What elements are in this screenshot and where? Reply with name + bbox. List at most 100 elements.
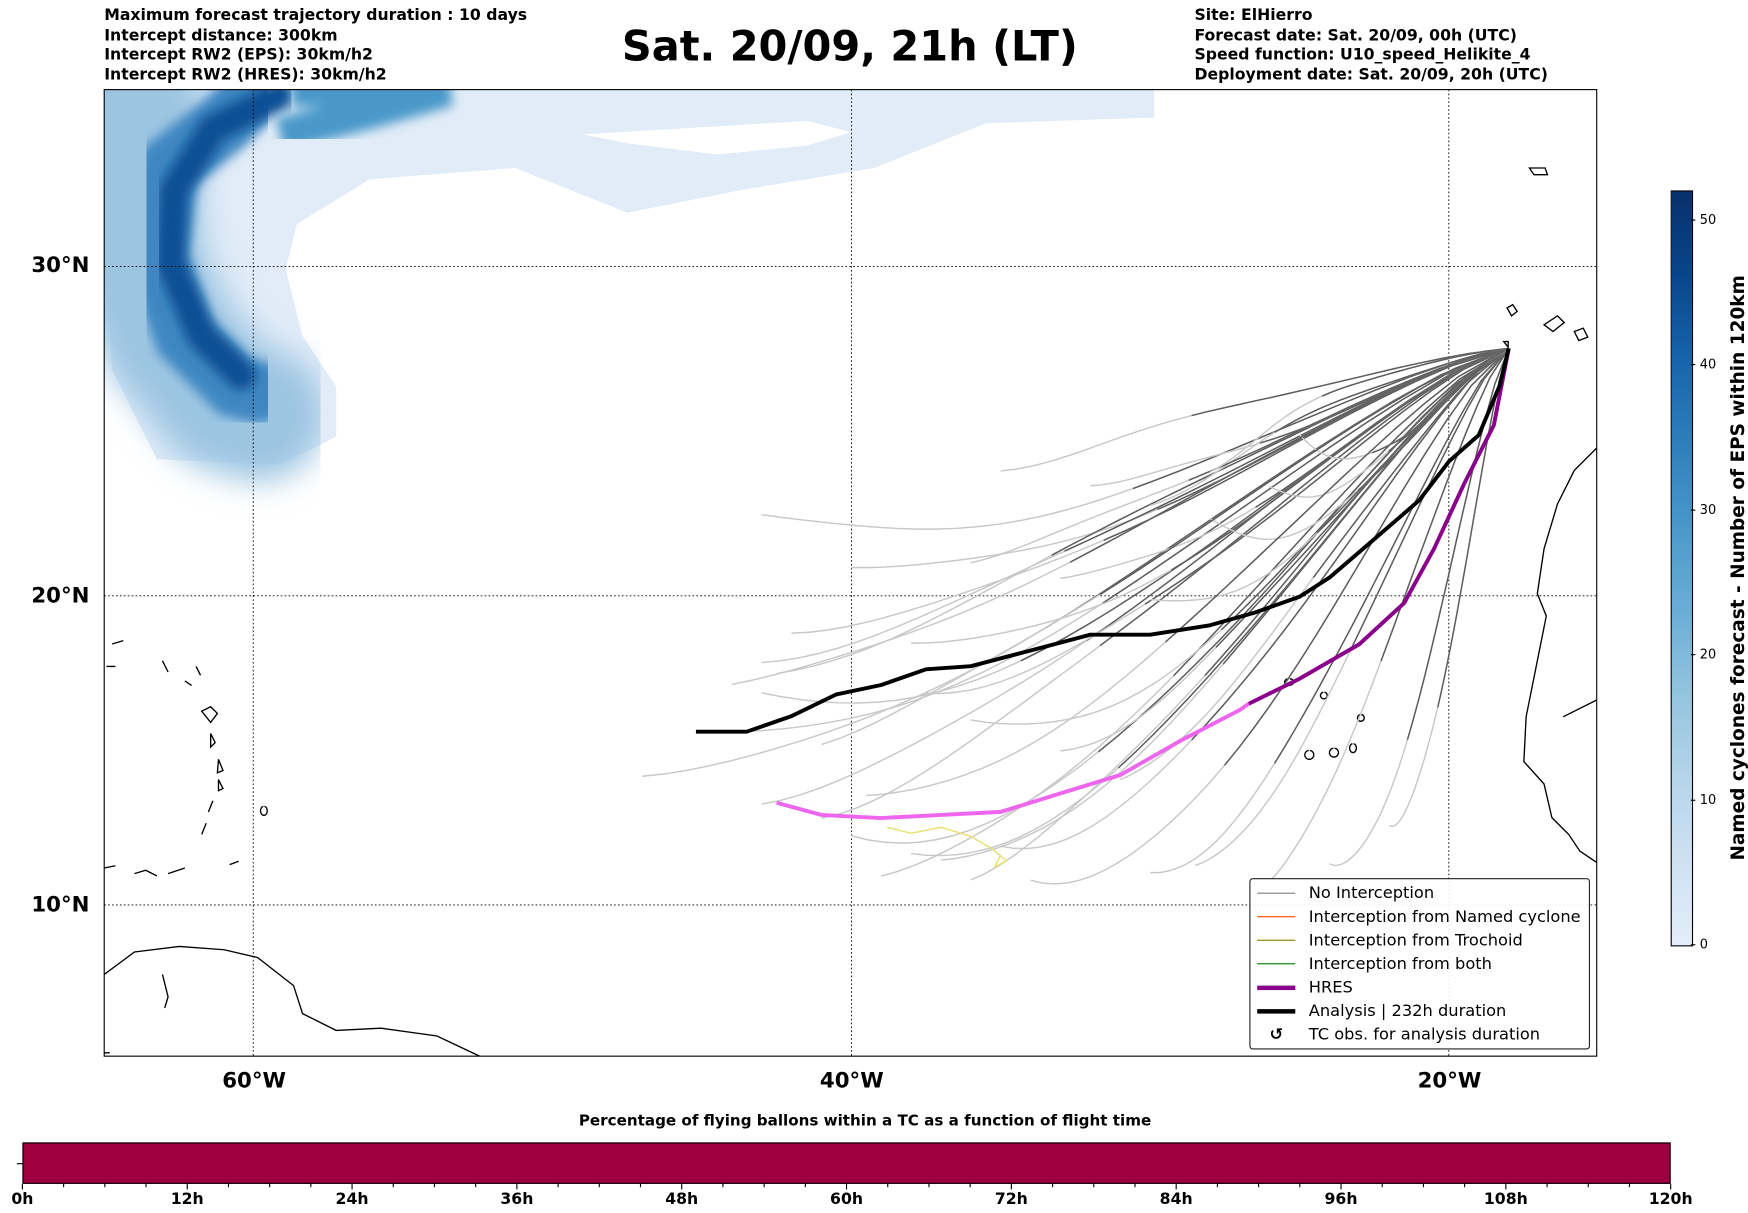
ensemble-trajectory-near [1255,347,1510,508]
ensemble-trajectory-near [1204,347,1510,676]
ensemble-trajectory-near [1274,347,1509,434]
ensemble-trajectory-near [1273,347,1510,764]
legend-label: HRES [1308,978,1353,997]
ensemble-trajectory-near [1099,347,1510,647]
ensemble-trajectory-near [1173,347,1510,677]
legend-item: Interception from Trochoid [1257,928,1523,952]
colorbar-tick-label: 10 [1699,791,1717,808]
ensemble-trajectory-near [1144,347,1510,605]
lat-tick-label: 20°N [31,583,90,608]
legend-item: No Interception [1257,881,1434,905]
legend-label: TC obs. for analysis duration [1308,1025,1541,1044]
header-duration: Maximum forecast trajectory duration : 1… [104,6,528,25]
colorbar-tick: 20 [1690,646,1717,663]
tc-obs-icon: ↺ [1269,1025,1284,1044]
legend-item: ↺ TC obs. for analysis duration [1257,1023,1540,1047]
ensemble-trajectory-near [1069,347,1509,563]
colorbar-tick: 0 [1690,936,1709,952]
header-forecast-date: Forecast date: Sat. 20/09, 00h (UTC) [1194,26,1517,45]
ensemble-trajectory-near [1380,347,1510,662]
lat-tick-label: 10°N [31,892,90,918]
header-intercept-hres: Intercept RW2 (HRES): 30km/h2 [104,65,387,84]
lon-tick-label: 20°W [1417,1068,1482,1094]
lon-tick-label: 40°W [819,1068,884,1094]
header-right: Site: ElHierro Forecast date: Sat. 20/09… [1194,7,1547,85]
legend-item: Interception from Named cyclone [1257,905,1581,929]
ensemble-trajectory-near [1371,347,1510,454]
ensemble-trajectory-near [1312,347,1510,579]
ensemble-trajectory-near [1132,347,1509,490]
page-title: Sat. 20/09, 21h (LT) [621,22,1078,71]
bottom-tick-label: 24h [335,1190,369,1209]
ensemble-trajectory-near [1350,347,1510,650]
hres-track [1247,347,1511,706]
map-frame [103,89,1598,1057]
bottom-tick-label: 120h [1648,1190,1693,1209]
header-intercept-eps: Intercept RW2 (EPS): 30km/h2 [104,45,373,64]
bottom-tick-label: 12h [170,1190,204,1209]
lat-tick-label: 30°N [31,253,90,278]
legend-label: Interception from Trochoid [1308,931,1523,950]
bottom-tick-label: 108h [1483,1190,1528,1209]
colorbar [1670,190,1694,947]
lon-tick-label: 60°W [222,1068,287,1094]
bottom-tick-label: 72h [994,1190,1028,1209]
legend-label: Interception from both [1308,954,1492,973]
ensemble-trajectory-near [1099,347,1510,596]
legend: No Interception Interception from Named c… [1249,878,1590,1050]
ensemble-trajectory-near [1102,347,1510,604]
ensemble-trajectory-near [1165,347,1510,643]
ensemble-trajectory-near [1437,348,1510,708]
legend-item: HRES [1257,976,1353,1000]
colorbar-tick-label: 20 [1699,646,1717,663]
bottom-tick-label: 0h [11,1190,34,1209]
bottom-tick-label: 84h [1159,1190,1193,1209]
tc-percentage-bar [22,1142,1671,1184]
ensemble-trajectory-near [1222,347,1510,665]
trochoid-trajectory [887,826,1008,869]
legend-swatch [1257,916,1296,918]
coastlines [104,167,1597,1057]
legend-item: Interception from both [1257,952,1492,976]
hres-track-late [776,702,1250,821]
colorbar-tick-label: 50 [1699,211,1717,228]
ensemble-trajectories [642,347,1510,885]
legend-label: Interception from Named cyclone [1308,907,1581,926]
bottom-bar-title: Percentage of flying ballons within a TC… [578,1112,1152,1131]
ensemble-trajectory-near [1316,347,1510,534]
legend-label: Analysis | 232h duration [1308,1001,1507,1020]
legend-item: Analysis | 232h duration [1257,999,1506,1023]
legend-swatch [1257,985,1296,990]
bottom-tick-label: 36h [500,1190,534,1209]
header-site: Site: ElHierro [1194,6,1313,25]
ensemble-trajectory-near [1191,347,1509,417]
legend-label: No Interception [1308,884,1435,903]
header-left: Maximum forecast trajectory duration : 1… [104,7,527,85]
colorbar-tick: 40 [1690,356,1717,373]
cyclone-density-field [104,89,1155,482]
colorbar-tick: 30 [1690,501,1717,518]
header-deployment-date: Deployment date: Sat. 20/09, 20h (UTC) [1194,65,1548,84]
legend-swatch [1257,1008,1296,1014]
colorbar-tick: 10 [1690,791,1717,808]
bottom-tick-label: 60h [830,1190,864,1209]
ensemble-trajectory-near [1321,347,1509,397]
header-speed-function: Speed function: U10_speed_Helikite_4 [1194,45,1531,64]
ensemble-trajectory-near [1064,347,1509,552]
ensemble-trajectory-near [1223,347,1510,766]
legend-swatch [1257,963,1296,965]
analysis-track [695,347,1511,734]
legend-swatch [1257,892,1296,894]
ensemble-trajectory-near [1388,347,1510,453]
ensemble-trajectory-near [1188,347,1509,481]
colorbar-tick-label: 0 [1699,936,1709,952]
ensemble-trajectory-near [1220,347,1510,631]
legend-swatch [1257,939,1296,941]
colorbar-tick-label: 30 [1699,501,1717,518]
ensemble-trajectory-near [1045,347,1510,629]
colorbar-tick: 50 [1690,211,1717,228]
colorbar-tick-label: 40 [1699,356,1717,373]
